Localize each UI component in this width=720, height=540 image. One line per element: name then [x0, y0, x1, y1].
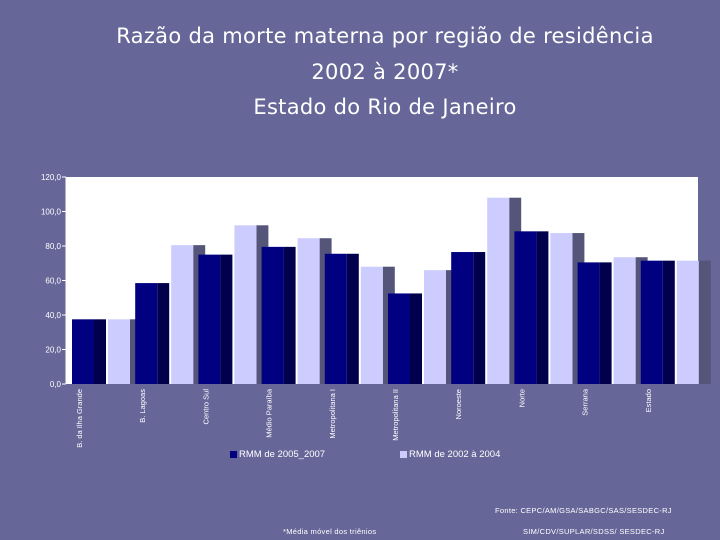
x-category-label: Estado	[644, 389, 653, 412]
x-category-label: Norte	[517, 389, 526, 407]
legend-swatch	[400, 451, 407, 458]
bar-rmm-2005-2007	[198, 254, 221, 384]
x-category-label: Metropolitana II	[391, 389, 400, 441]
bar-rmm-2002-2004	[487, 197, 510, 384]
y-tick-label: 60,0	[45, 277, 61, 286]
bar-side	[536, 231, 549, 384]
bar-rmm-2002-2004	[297, 238, 320, 384]
bar-chart: 0,0 20,0 40,0 60,0 80,0 100,0 120,0 B. da Ilha…	[41, 173, 711, 460]
x-category-label: Centro Sul	[201, 389, 210, 425]
y-tick-label: 120,0	[41, 173, 62, 182]
chart-title-line-2: 2002 à 2007*	[311, 60, 459, 84]
y-tick-label: 20,0	[45, 346, 61, 355]
x-category-label: B. da Ilha Grande	[75, 389, 84, 448]
x-category-label: Médio Paraíba	[265, 388, 274, 438]
bar-side	[157, 283, 170, 384]
bar-side	[283, 246, 296, 384]
moving-average-note: *Média móvel dos triênios	[283, 527, 377, 536]
legend-swatch	[230, 451, 237, 458]
x-category-label: Serrana	[581, 388, 590, 416]
x-category-label: B. Lagoas	[138, 389, 147, 423]
bar-side	[94, 319, 106, 384]
bar-side	[599, 262, 612, 384]
bar-rmm-2002-2004	[360, 266, 383, 384]
bar-rmm-2005-2007	[135, 283, 158, 384]
bar-rmm-2005-2007	[514, 231, 537, 384]
y-tick-label: 0,0	[50, 380, 62, 389]
bar-side	[220, 254, 233, 384]
x-category-label: Noroeste	[454, 389, 463, 419]
bar-rmm-2005-2007	[261, 246, 284, 384]
bar-rmm-2005-2007	[577, 262, 600, 384]
bar-rmm-2002-2004	[171, 245, 194, 384]
chart-title-line-1: Razão da morte materna por região de res…	[116, 24, 654, 48]
bar-rmm-2005-2007	[72, 319, 94, 384]
bar-rmm-2005-2007	[640, 260, 663, 384]
y-tick-label: 100,0	[41, 208, 62, 217]
bar-rmm-2005-2007	[324, 253, 347, 384]
bar-rmm-2005-2007	[451, 252, 474, 384]
bar-rmm-2005-2007	[388, 293, 410, 384]
chart-title-line-3: Estado do Rio de Janeiro	[253, 95, 517, 119]
bar-rmm-2002-2004	[676, 260, 699, 384]
bar-side	[410, 293, 422, 384]
bar-side	[473, 252, 486, 384]
bar-rmm-2002-2004	[550, 233, 573, 384]
system-note: SIM/CDV/SUPLAR/SDSS/ SESDEC-RJ	[523, 527, 665, 536]
bar-side	[698, 260, 711, 384]
bar-side	[346, 253, 359, 384]
legend: RMM de 2005_2007 RMM de 2002 à 2004	[230, 449, 500, 460]
bar-rmm-2002-2004	[424, 270, 446, 384]
x-category-label: Metropolitana I	[328, 389, 337, 439]
bar-rmm-2002-2004	[234, 225, 257, 384]
legend-label: RMM de 2005_2007	[239, 449, 325, 460]
legend-label: RMM de 2002 à 2004	[409, 449, 500, 460]
bar-side	[662, 260, 675, 384]
source-note: Fonte: CEPC/AM/GSA/SABGC/SAS/SESDEC-RJ	[495, 506, 672, 515]
bar-rmm-2002-2004	[613, 257, 636, 384]
y-tick-label: 40,0	[45, 311, 61, 320]
bar-rmm-2002-2004	[108, 319, 130, 384]
y-tick-label: 80,0	[45, 242, 61, 251]
